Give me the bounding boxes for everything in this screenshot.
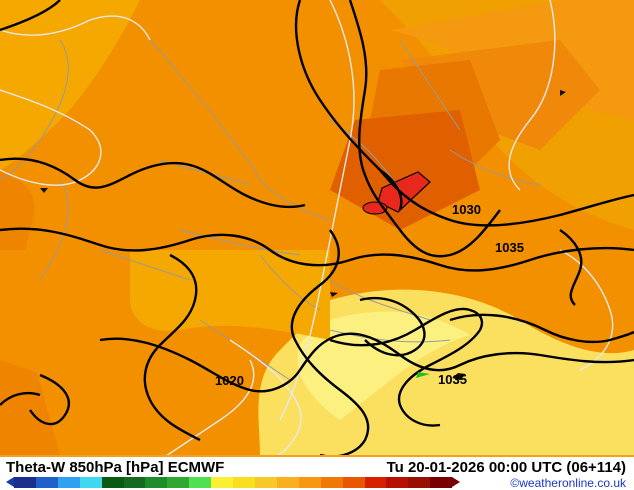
svg-text:1030: 1030 (452, 202, 481, 217)
svg-text:1035: 1035 (495, 240, 524, 255)
chart-title: Theta-W 850hPa [hPa] ECMWF (6, 459, 224, 476)
color-legend (6, 477, 460, 488)
footer-bar: Theta-W 850hPa [hPa] ECMWF Tu 20-01-2026… (0, 455, 634, 490)
chart-date: Tu 20-01-2026 00:00 UTC (06+114) (387, 459, 626, 476)
svg-text:1020: 1020 (215, 373, 244, 388)
legend-arrow-right (452, 477, 460, 487)
svg-text:1035: 1035 (438, 372, 467, 387)
legend-arrow-left (6, 477, 14, 487)
credit-label: ©weatheronline.co.uk (510, 476, 626, 490)
map-color-field: 1020 1030 1035 1035 (0, 0, 634, 490)
weather-map: 1020 1030 1035 1035 Theta-W 850hPa [hPa]… (0, 0, 634, 490)
